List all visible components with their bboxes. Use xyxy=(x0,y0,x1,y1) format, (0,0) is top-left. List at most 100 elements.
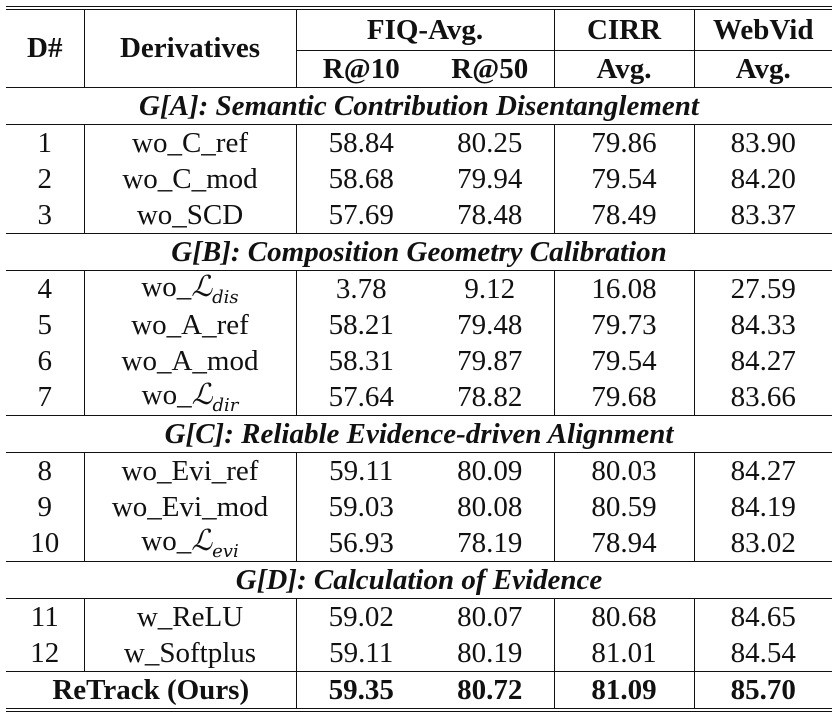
row-webvid-avg: 84.65 xyxy=(730,600,796,633)
loss-subscript-wrap: evi xyxy=(212,523,239,560)
row-derivative-name: wo_A_ref xyxy=(84,307,297,343)
final-fiq-r50: 80.72 xyxy=(426,671,555,710)
row-webvid-avg: 84.54 xyxy=(730,636,796,669)
final-method-name: ReTrack (Ours) xyxy=(6,671,297,710)
table-row: 4 wo_ℒdis 3.78 9.12 16.08 27.59 xyxy=(6,268,833,307)
ablation-table: D# Derivatives FIQ-Avg. CIRR WebVid R@10… xyxy=(6,6,833,712)
row-cirr-avg: 79.68 xyxy=(554,379,695,416)
row-fiq-r50: 9.12 xyxy=(426,270,555,307)
row-derivative-name: wo_SCD xyxy=(84,197,297,234)
row-d-number: 9 xyxy=(6,489,85,525)
derivative-prefix: wo_ xyxy=(141,270,192,303)
row-fiq-r50: 78.19 xyxy=(426,525,555,562)
row-fiq-r50: 80.19 xyxy=(426,635,555,672)
row-webvid-avg: 83.02 xyxy=(730,526,796,559)
row-fiq-r50: 79.94 xyxy=(426,161,555,197)
row-fiq-r50: 78.82 xyxy=(426,379,555,416)
header-cirr-avg: Avg. xyxy=(554,50,695,88)
row-derivative-name: wo_ℒdir xyxy=(84,376,297,416)
row-cirr-avg: 79.73 xyxy=(554,307,695,343)
row-derivative-name: wo_ℒdis xyxy=(84,268,297,307)
table-row: 8 wo_Evi_ref 59.11 80.09 80.03 84.27 xyxy=(6,452,833,489)
row-fiq-r10: 57.64 xyxy=(328,380,394,413)
row-d-number: 2 xyxy=(6,161,85,197)
table-row: 6 wo_A_mod 58.31 79.87 79.54 84.27 xyxy=(6,343,832,379)
row-d-number: 7 xyxy=(6,379,85,416)
row-fiq-r10: 58.31 xyxy=(328,344,394,377)
loss-subscript: dis xyxy=(212,286,239,308)
row-derivative-name: w_ReLU xyxy=(84,598,297,635)
row-fiq-r50: 80.09 xyxy=(426,452,555,489)
loss-symbol: ℒ xyxy=(191,376,213,411)
group-title: G[C]: Reliable Evidence-driven Alignment xyxy=(164,417,674,450)
row-d-number: 5 xyxy=(6,307,85,343)
row-fiq-r50: 79.87 xyxy=(426,343,555,379)
header-d-num: D# xyxy=(6,8,85,88)
row-derivative-name: wo_Evi_ref xyxy=(84,452,297,489)
row-webvid-avg: 83.90 xyxy=(730,126,796,159)
row-fiq-r50: 79.48 xyxy=(426,307,555,343)
table-row: 5 wo_A_ref 58.21 79.48 79.73 84.33 xyxy=(6,307,832,343)
row-cirr-avg: 78.94 xyxy=(554,525,695,562)
loss-subscript-wrap: dir xyxy=(212,377,238,414)
loss-symbol: ℒ xyxy=(191,268,213,303)
header-webvid-avg: Avg. xyxy=(735,52,791,85)
row-d-number: 1 xyxy=(6,124,85,161)
group-title: G[D]: Calculation of Evidence xyxy=(235,563,603,596)
final-fiq-r10: 59.35 xyxy=(328,673,394,706)
row-fiq-r10: 58.84 xyxy=(328,126,394,159)
row-derivative-name: wo_Evi_mod xyxy=(84,489,297,525)
row-derivative-name: wo_C_ref xyxy=(84,124,297,161)
row-cirr-avg: 81.01 xyxy=(554,635,695,672)
row-fiq-r10: 3.78 xyxy=(335,272,387,305)
table-row: 12 w_Softplus 59.11 80.19 81.01 84.54 xyxy=(6,635,832,672)
group-title: G[A]: Semantic Contribution Disentanglem… xyxy=(139,89,699,122)
row-fiq-r50: 80.08 xyxy=(426,489,555,525)
row-fiq-r10: 59.02 xyxy=(328,600,394,633)
group-title: G[B]: Composition Geometry Calibration xyxy=(171,235,667,268)
row-d-number: 3 xyxy=(6,197,85,234)
loss-subscript-wrap: dis xyxy=(212,269,239,306)
row-webvid-avg: 83.66 xyxy=(730,380,796,413)
group-header-row: G[A]: Semantic Contribution Disentanglem… xyxy=(6,87,833,125)
row-cirr-avg: 80.68 xyxy=(554,598,695,635)
row-cirr-avg: 80.03 xyxy=(554,452,695,489)
row-d-number: 11 xyxy=(6,598,85,635)
table-row: 10 wo_ℒevi 56.93 78.19 78.94 83.02 xyxy=(6,525,832,562)
row-fiq-r10: 58.68 xyxy=(328,162,394,195)
row-fiq-r10: 56.93 xyxy=(328,526,394,559)
group-header-row: G[D]: Calculation of Evidence xyxy=(6,561,833,599)
row-d-number: 12 xyxy=(6,635,85,672)
row-cirr-avg: 79.86 xyxy=(554,124,695,161)
header-cirr: CIRR xyxy=(554,8,695,51)
row-fiq-r50: 80.25 xyxy=(426,124,555,161)
derivative-prefix: wo_ xyxy=(141,524,192,557)
row-webvid-avg: 84.27 xyxy=(730,454,796,487)
derivative-prefix: wo_ xyxy=(141,378,192,411)
row-webvid-avg: 27.59 xyxy=(730,272,796,305)
final-cirr-avg: 81.09 xyxy=(554,671,695,710)
row-derivative-name: wo_A_mod xyxy=(84,343,297,379)
table-row: 3 wo_SCD 57.69 78.48 78.49 83.37 xyxy=(6,197,832,234)
row-webvid-avg: 84.20 xyxy=(730,162,796,195)
group-header-row: G[B]: Composition Geometry Calibration xyxy=(6,233,833,271)
row-fiq-r10: 59.03 xyxy=(328,490,394,523)
group-header-row: G[C]: Reliable Evidence-driven Alignment xyxy=(6,415,833,453)
header-webvid: WebVid xyxy=(694,8,833,51)
row-cirr-avg: 78.49 xyxy=(554,197,695,234)
row-derivative-name: wo_C_mod xyxy=(84,161,297,197)
header-fiq-avg: FIQ-Avg. xyxy=(296,8,555,51)
loss-subscript: dir xyxy=(212,394,239,416)
header-r10: R@10 xyxy=(322,52,400,85)
row-fiq-r50: 80.07 xyxy=(426,598,555,635)
row-fiq-r10: 58.21 xyxy=(328,308,394,341)
loss-subscript: evi xyxy=(212,540,239,562)
final-webvid-avg: 85.70 xyxy=(730,673,796,706)
row-derivative-name: wo_ℒevi xyxy=(84,522,297,562)
table-row: 11 w_ReLU 59.02 80.07 80.68 84.65 xyxy=(6,598,833,635)
row-fiq-r10: 59.11 xyxy=(329,636,394,669)
header-derivatives: Derivatives xyxy=(84,8,297,88)
loss-symbol: ℒ xyxy=(191,522,213,557)
table-row: 9 wo_Evi_mod 59.03 80.08 80.59 84.19 xyxy=(6,489,832,525)
